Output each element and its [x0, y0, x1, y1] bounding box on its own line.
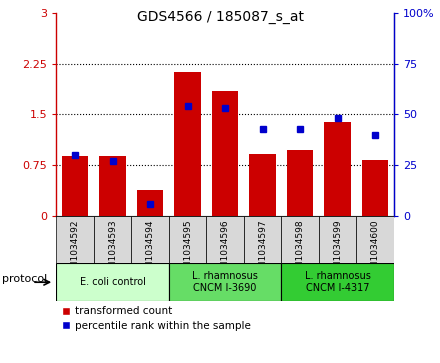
Text: GSM1034600: GSM1034600: [370, 220, 380, 280]
Text: GSM1034597: GSM1034597: [258, 220, 267, 280]
Bar: [287, 150, 313, 216]
Bar: [174, 72, 201, 216]
Bar: [324, 122, 351, 216]
Bar: [56, 216, 94, 263]
Text: protocol: protocol: [2, 274, 48, 284]
Text: L. rhamnosus
CNCM I-3690: L. rhamnosus CNCM I-3690: [192, 272, 258, 293]
Bar: [62, 156, 88, 216]
Bar: [356, 216, 394, 263]
Text: GSM1034595: GSM1034595: [183, 220, 192, 280]
Bar: [94, 216, 131, 263]
Bar: [56, 263, 169, 301]
Bar: [212, 91, 238, 216]
Bar: [244, 216, 281, 263]
Text: GSM1034599: GSM1034599: [333, 220, 342, 280]
Bar: [206, 216, 244, 263]
Text: GSM1034592: GSM1034592: [70, 220, 80, 280]
Bar: [137, 190, 163, 216]
Bar: [319, 216, 356, 263]
Text: E. coli control: E. coli control: [80, 277, 146, 287]
Bar: [362, 160, 388, 216]
Text: GSM1034598: GSM1034598: [296, 220, 304, 280]
Bar: [99, 156, 126, 216]
Bar: [131, 216, 169, 263]
Text: GSM1034594: GSM1034594: [146, 220, 154, 280]
Legend: transformed count, percentile rank within the sample: transformed count, percentile rank withi…: [62, 306, 251, 331]
Bar: [249, 154, 276, 216]
Bar: [281, 216, 319, 263]
Bar: [169, 263, 281, 301]
Bar: [169, 216, 206, 263]
Text: L. rhamnosus
CNCM I-4317: L. rhamnosus CNCM I-4317: [304, 272, 370, 293]
Text: GDS4566 / 185087_s_at: GDS4566 / 185087_s_at: [136, 10, 304, 24]
Text: GSM1034596: GSM1034596: [220, 220, 230, 280]
Text: GSM1034593: GSM1034593: [108, 220, 117, 280]
Bar: [281, 263, 394, 301]
